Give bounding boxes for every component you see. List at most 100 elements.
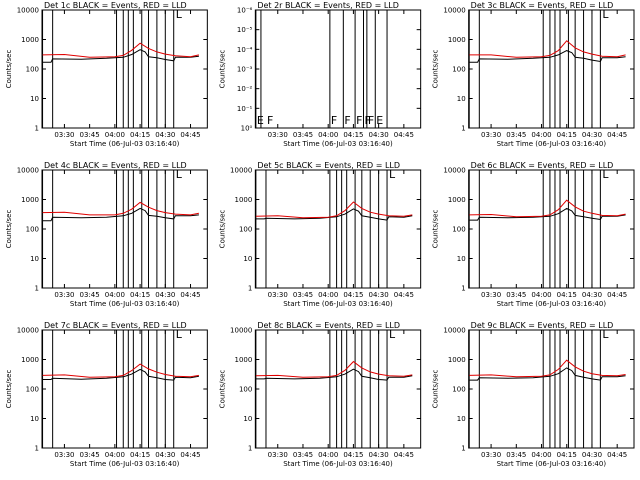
x-axis-label: Start Time (06-Jul-03 03:16:40) — [283, 300, 393, 308]
y-tick-label: 100 — [452, 226, 465, 234]
x-axis-label: Start Time (06-Jul-03 03:16:40) — [70, 140, 180, 148]
flag-label: E — [376, 114, 383, 127]
flag-label: F — [365, 114, 371, 127]
x-tick-label: 04:15 — [343, 291, 363, 299]
series-line-events — [42, 368, 199, 381]
x-tick-label: 04:00 — [105, 131, 125, 139]
flag-label: L — [602, 168, 609, 181]
y-tick-label: 10⁻⁴ — [237, 46, 253, 54]
x-tick-label: 04:15 — [130, 451, 150, 459]
y-tick-label: 10⁻⁵ — [237, 26, 253, 34]
chart-title: Det 4c BLACK = Events, RED = LLD — [44, 161, 187, 170]
flag-label: L — [602, 8, 609, 21]
y-tick-label: 1 — [248, 285, 252, 293]
y-tick-label: 1000 — [448, 36, 466, 44]
y-tick-label: 100 — [26, 66, 39, 74]
x-axis-label: Start Time (06-Jul-03 03:16:40) — [283, 140, 393, 148]
x-axis-label: Start Time (06-Jul-03 03:16:40) — [70, 300, 180, 308]
y-tick-label: 10⁻⁶ — [237, 7, 253, 15]
series-line-lld — [42, 201, 199, 216]
y-tick-label: 1000 — [448, 196, 466, 204]
y-tick-label: 100 — [239, 386, 252, 394]
series-line-events — [469, 50, 626, 63]
x-tick-label: 04:45 — [394, 291, 414, 299]
y-tick-label: 10000 — [443, 7, 465, 15]
y-axis-label: Counts/sec — [218, 50, 226, 89]
y-tick-label: 1000 — [21, 36, 39, 44]
x-tick-label: 04:00 — [531, 451, 551, 459]
x-tick-label: 04:15 — [130, 131, 150, 139]
x-tick-label: 04:45 — [180, 131, 200, 139]
series-line-events — [469, 207, 626, 221]
y-tick-label: 10 — [457, 415, 466, 423]
x-axis-label: Start Time (06-Jul-03 03:16:40) — [497, 140, 607, 148]
y-tick-label: 100 — [26, 226, 39, 234]
y-axis-label: Counts/sec — [218, 210, 226, 249]
x-tick-label: 04:30 — [369, 131, 389, 139]
chart-title: Det 6c BLACK = Events, RED = LLD — [471, 161, 614, 170]
x-tick-label: 04:00 — [105, 451, 125, 459]
x-tick-label: 04:15 — [557, 131, 577, 139]
x-tick-label: 03:30 — [481, 451, 501, 459]
y-tick-label: 10⁻¹ — [237, 105, 253, 113]
y-axis-label: Counts/sec — [5, 370, 13, 409]
x-tick-label: 03:45 — [506, 131, 526, 139]
x-tick-label: 04:30 — [369, 291, 389, 299]
series-line-events — [255, 368, 413, 381]
y-tick-label: 1000 — [21, 356, 39, 364]
y-tick-label: 100 — [26, 386, 39, 394]
flag-label: E — [257, 114, 264, 127]
y-tick-label: 10⁻³ — [237, 66, 253, 74]
chart-title: Det 5c BLACK = Events, RED = LLD — [257, 161, 400, 170]
y-tick-label: 1000 — [235, 196, 253, 204]
series-line-lld — [255, 360, 413, 378]
series-line-events — [255, 208, 413, 221]
x-tick-label: 04:00 — [105, 291, 125, 299]
x-tick-label: 04:45 — [180, 291, 200, 299]
y-tick-label: 1 — [461, 445, 465, 453]
y-tick-label: 1000 — [448, 356, 466, 364]
x-tick-label: 03:30 — [54, 131, 74, 139]
flag-label: L — [176, 328, 183, 341]
flag-label: L — [602, 328, 609, 341]
x-tick-label: 03:45 — [80, 131, 100, 139]
x-tick-label: 03:45 — [506, 291, 526, 299]
x-tick-label: 04:30 — [582, 131, 602, 139]
series-line-lld — [42, 42, 200, 58]
y-tick-label: 10 — [243, 415, 252, 423]
chart-title: Det 2r BLACK = Events, RED = LLD — [257, 1, 399, 10]
x-axis-label: Start Time (06-Jul-03 03:16:40) — [497, 300, 607, 308]
y-tick-label: 10 — [30, 415, 39, 423]
y-axis-label: Counts/sec — [218, 370, 226, 409]
y-tick-label: 10000 — [17, 7, 39, 15]
chart-title: Det 9c BLACK = Events, RED = LLD — [471, 321, 614, 330]
y-tick-label: 10000 — [230, 327, 252, 335]
chart-title: Det 1c BLACK = Events, RED = LLD — [44, 1, 187, 10]
x-tick-label: 03:30 — [268, 451, 288, 459]
x-tick-label: 04:15 — [557, 451, 577, 459]
x-tick-label: 04:30 — [582, 451, 602, 459]
y-tick-label: 10 — [30, 95, 39, 103]
series-line-lld — [42, 363, 199, 378]
y-tick-label: 10000 — [17, 167, 39, 175]
flag-label: L — [389, 168, 396, 181]
y-axis-label: Counts/sec — [432, 50, 440, 89]
x-tick-label: 04:45 — [607, 291, 627, 299]
x-tick-label: 04:15 — [557, 291, 577, 299]
series-line-events — [42, 207, 199, 222]
chart-title: Det 8c BLACK = Events, RED = LLD — [257, 321, 400, 330]
y-tick-label: 10⁻² — [237, 85, 253, 93]
x-tick-label: 04:30 — [155, 131, 175, 139]
x-tick-label: 03:30 — [481, 131, 501, 139]
x-tick-label: 04:45 — [607, 131, 627, 139]
y-tick-label: 1 — [35, 125, 39, 133]
x-tick-label: 03:30 — [268, 131, 288, 139]
x-tick-label: 04:30 — [369, 451, 389, 459]
chart-title: Det 7c BLACK = Events, RED = LLD — [44, 321, 187, 330]
x-tick-label: 04:45 — [394, 451, 414, 459]
